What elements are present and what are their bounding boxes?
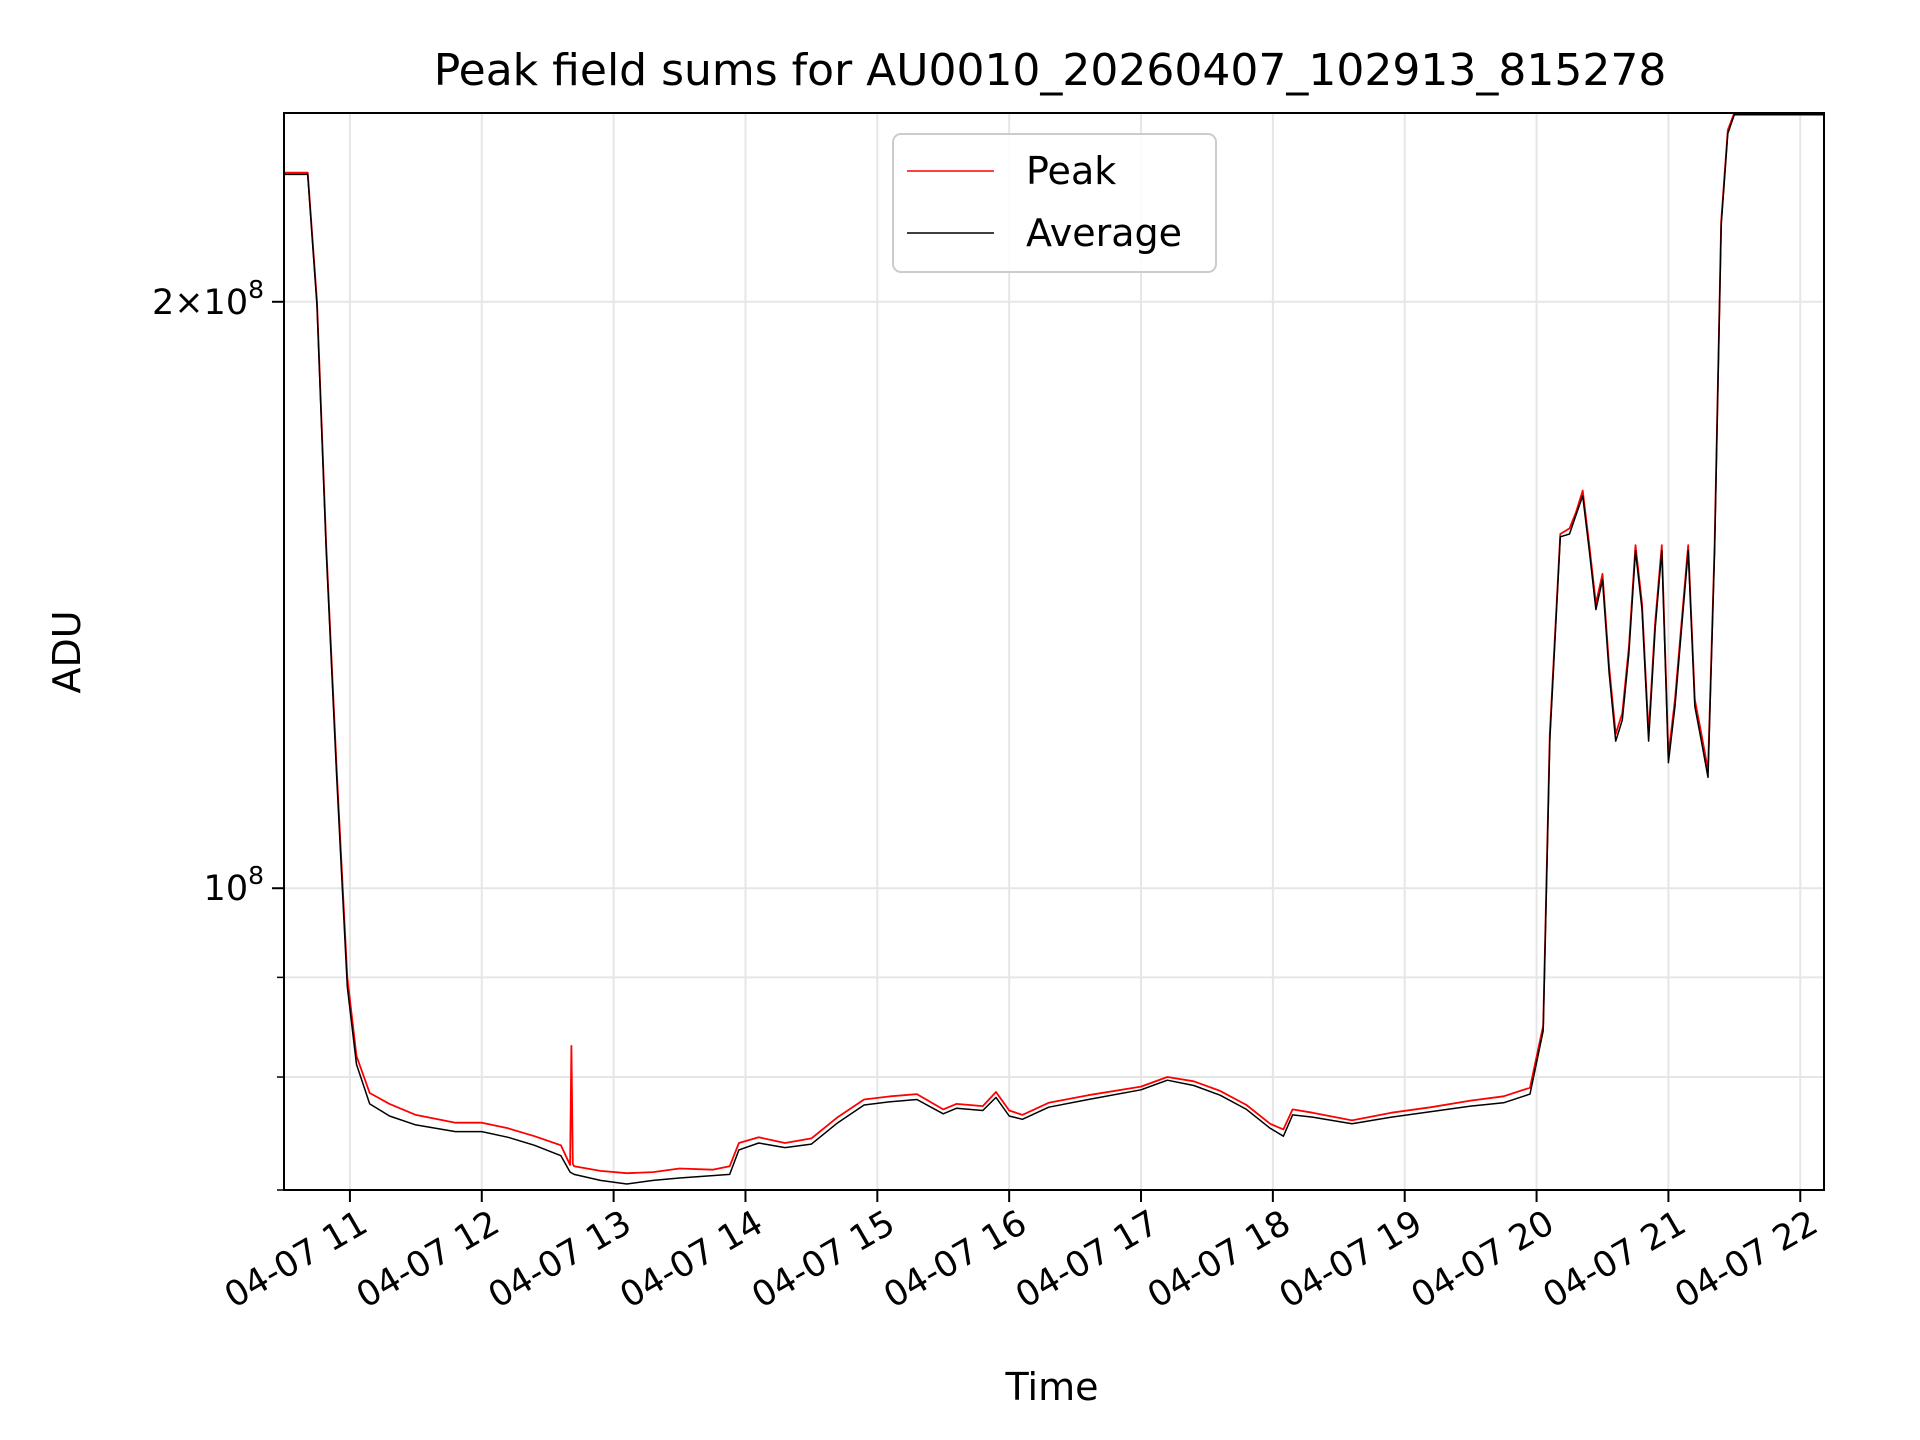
series-line-average xyxy=(284,113,1824,1185)
y-tick-label: 108 xyxy=(204,861,264,909)
plot-frame xyxy=(283,112,1825,1191)
series-lines xyxy=(284,112,1824,1185)
legend-label-average: Average xyxy=(1026,211,1182,255)
legend-label-peak: Peak xyxy=(1026,149,1116,193)
legend: Peak Average xyxy=(892,133,1217,273)
y-axis-ticks: 108 2×108 xyxy=(152,275,284,1191)
legend-box xyxy=(892,133,1217,273)
chart-title: Peak field sums for AU0010_20260407_1029… xyxy=(434,45,1667,96)
series-line-peak xyxy=(284,112,1824,1175)
x-axis-label: Time xyxy=(1005,1365,1099,1409)
y-tick-label: 2×108 xyxy=(152,275,264,323)
y-axis-label: ADU xyxy=(45,610,89,693)
plot-area xyxy=(284,113,1824,1190)
